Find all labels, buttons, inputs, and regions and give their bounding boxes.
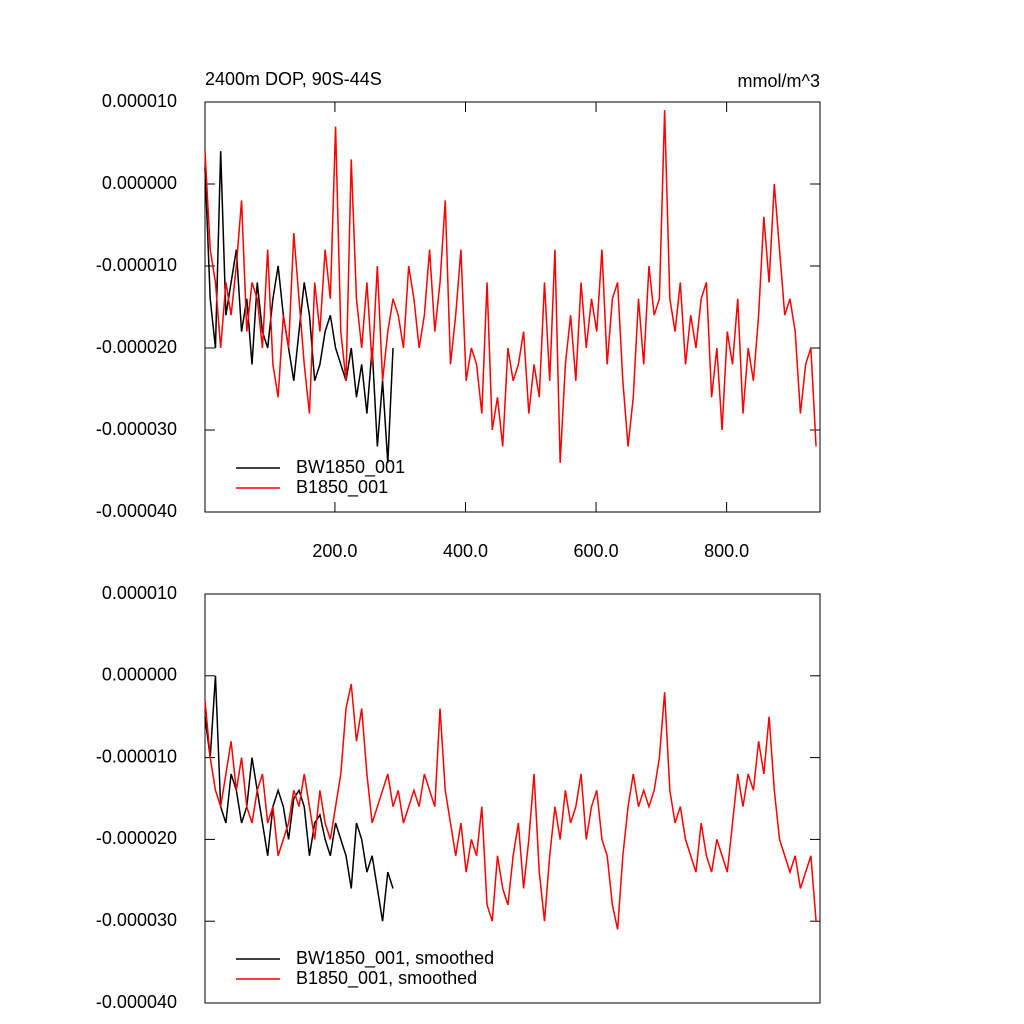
y-tick-label: -0.000020: [96, 337, 177, 357]
chart-title: 2400m DOP, 90S-44S: [205, 69, 382, 89]
x-tick-label: 600.0: [574, 541, 619, 561]
x-tick-label: 200.0: [312, 541, 357, 561]
y-tick-label: -0.000010: [96, 255, 177, 275]
y-tick-label: -0.000030: [96, 419, 177, 439]
data-line: [204, 675, 394, 922]
y-tick-label: -0.000030: [96, 910, 177, 930]
y-tick-label: -0.000040: [96, 992, 177, 1012]
y-tick-label: 0.000010: [102, 91, 177, 111]
data-line: [204, 110, 817, 463]
y-tick-label: 0.000000: [102, 665, 177, 685]
legend-label: B1850_001, smoothed: [296, 968, 477, 989]
y-tick-label: -0.000040: [96, 501, 177, 521]
y-tick-label: 0.000000: [102, 173, 177, 193]
units-label: mmol/m^3: [738, 71, 820, 91]
plot-frame: [204, 101, 821, 513]
x-tick-label: 800.0: [704, 541, 749, 561]
x-tick-label: 400.0: [443, 541, 488, 561]
plot-frame: [204, 593, 821, 1004]
data-line: [204, 151, 394, 463]
y-tick-label: -0.000010: [96, 746, 177, 766]
data-line: [204, 683, 817, 930]
legend-label: B1850_001: [296, 477, 388, 498]
legend-label: BW1850_001, smoothed: [296, 948, 494, 969]
y-tick-label: 0.000010: [102, 583, 177, 603]
legend-label: BW1850_001: [296, 457, 405, 478]
y-tick-label: -0.000020: [96, 828, 177, 848]
